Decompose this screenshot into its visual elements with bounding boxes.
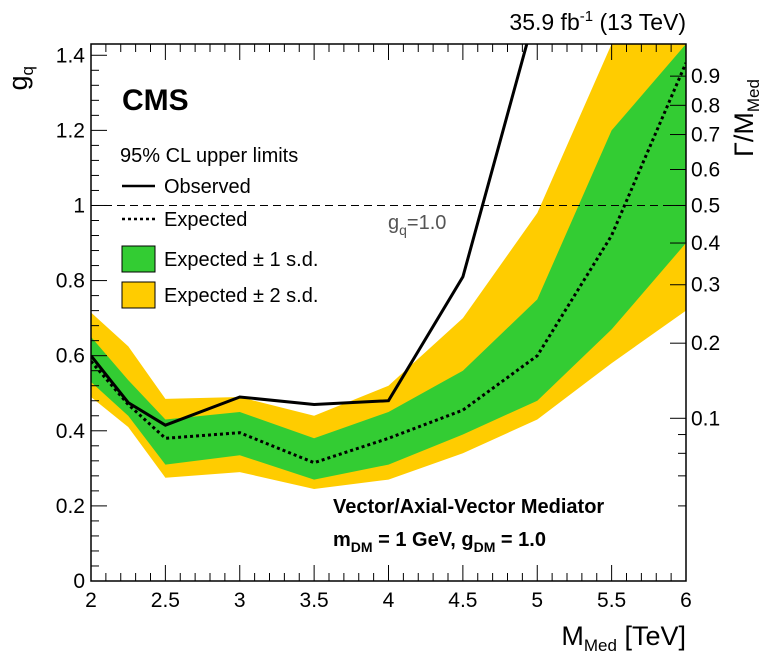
legend-observed-label: Observed — [164, 176, 251, 198]
y2-axis-title-sub: Med — [744, 79, 763, 112]
x-axis-title-sub: Med — [584, 636, 617, 655]
legend: 95% CL upper limits Observed Expected Ex… — [120, 145, 318, 309]
x-axis-title-unit: [TeV] — [617, 621, 686, 651]
y2-tick-label: 0.5 — [691, 194, 720, 217]
x-tick-label: 6 — [680, 589, 692, 612]
legend-expected-label: Expected — [164, 209, 247, 231]
observed-line — [91, 44, 529, 427]
x-tick-label: 3.5 — [300, 589, 329, 612]
y-tick-label: 1.2 — [56, 119, 85, 142]
y-tick-label: 0.8 — [56, 270, 85, 293]
y-tick-label: 1 — [73, 194, 85, 217]
x-tick-label: 3 — [234, 589, 246, 612]
x-tick-label: 4 — [383, 589, 395, 612]
y2-tick-label: 0.1 — [691, 407, 720, 430]
cms-label: CMS — [122, 84, 189, 117]
expected-line — [91, 62, 686, 465]
annotation-line-2: mDM = 1 GeV, gDM = 1.0 — [333, 529, 546, 555]
y2-tick-label: 0.3 — [691, 274, 720, 297]
y-axis-title: gq — [3, 66, 37, 91]
x-tick-label: 5 — [531, 589, 543, 612]
band-1sd — [91, 44, 686, 480]
y-tick-label: 0 — [73, 570, 85, 593]
annotation: Vector/Axial-Vector Mediator mDM = 1 GeV… — [333, 496, 604, 555]
x-tick-label: 2 — [85, 589, 97, 612]
lumi-energy: (13 TeV) — [593, 9, 686, 35]
reference-line-label: gq=1.0 — [388, 212, 446, 238]
legend-band2-label: Expected ± 2 s.d. — [164, 285, 318, 307]
plot-area: gq=1.0 2 2.5 3 3.5 4 4.5 5 5.5 6 0 0.2 0.4 0.6 0.8 1 1.2… — [56, 43, 721, 612]
x-axis-title: MMed [TeV] — [561, 621, 686, 655]
y-tick-label: 0.2 — [56, 495, 85, 518]
x-tick-label: 4.5 — [448, 589, 477, 612]
y2-tick-label: 0.7 — [691, 124, 720, 147]
lumi-value: 35.9 fb — [509, 9, 579, 35]
y2-tick-label: 0.9 — [691, 65, 720, 88]
legend-band2-swatch — [121, 281, 156, 309]
legend-title: 95% CL upper limits — [120, 145, 298, 167]
y-tick-label: 0.6 — [56, 345, 85, 368]
y2-tick-label: 0.8 — [691, 94, 720, 117]
lumi-exponent: -1 — [580, 8, 593, 25]
x-tick-label: 2.5 — [151, 589, 180, 612]
x-tick-label: 5.5 — [597, 589, 626, 612]
y-tick-label: 0.4 — [56, 420, 86, 443]
plot-content — [91, 44, 686, 489]
legend-band1-label: Expected ± 1 s.d. — [164, 249, 318, 271]
y2-tick-label: 0.6 — [691, 159, 720, 182]
y2-tick-label: 0.2 — [691, 332, 720, 355]
legend-band1-swatch — [121, 245, 156, 273]
y2-tick-label: 0.4 — [691, 232, 721, 255]
lumi-header: 35.9 fb-1 (13 TeV) — [509, 8, 686, 35]
annotation-line-1: Vector/Axial-Vector Mediator — [333, 496, 604, 518]
y-axis-title-sub: q — [18, 66, 37, 75]
y2-axis-title: Γ/MMed — [729, 79, 763, 157]
y-tick-label: 1.4 — [56, 44, 86, 67]
